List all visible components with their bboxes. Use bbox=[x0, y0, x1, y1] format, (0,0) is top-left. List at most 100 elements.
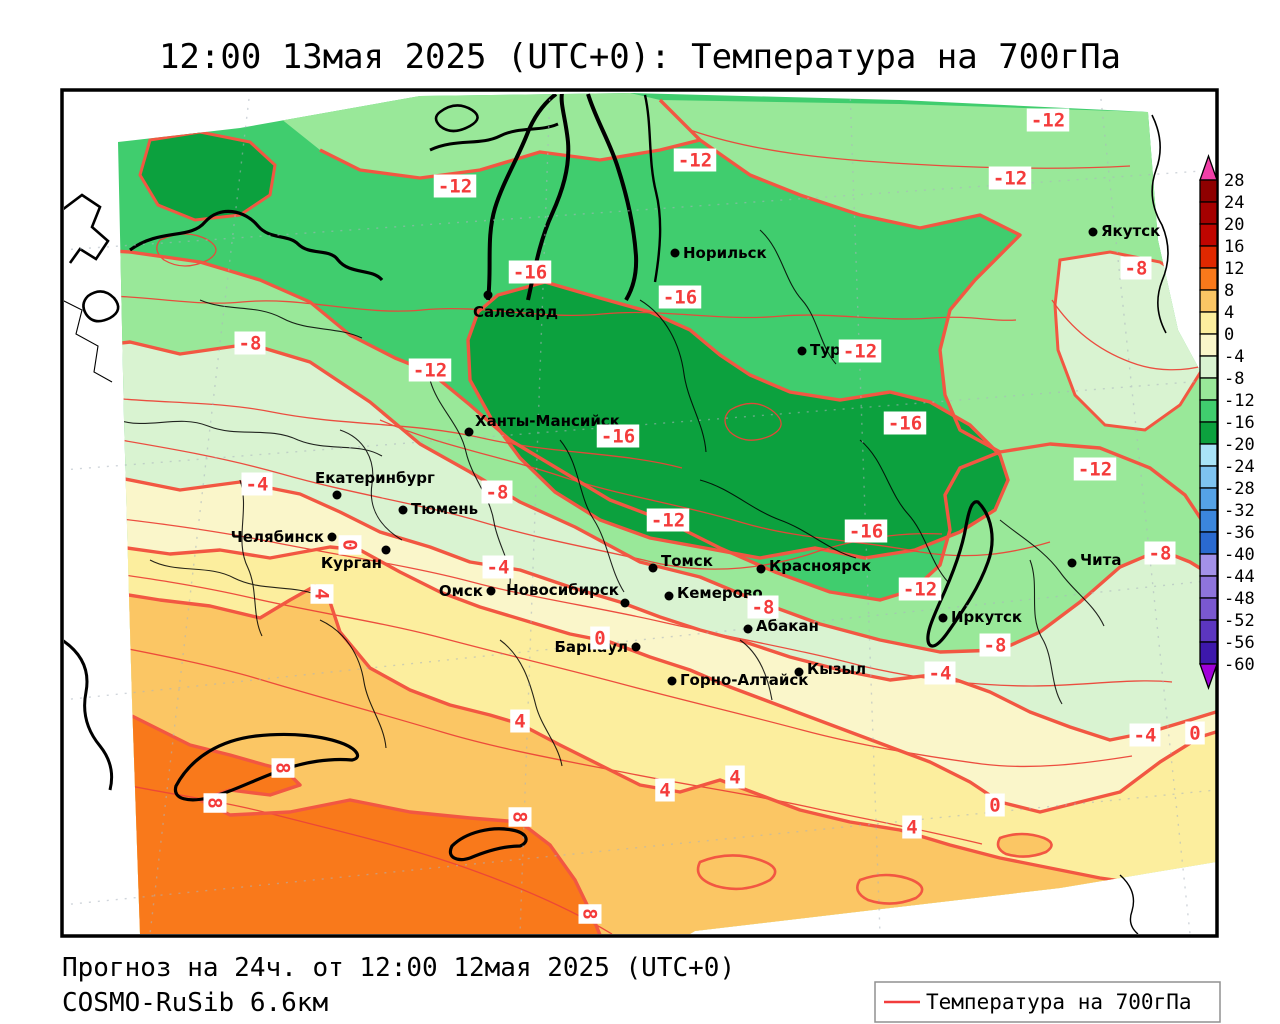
colorbar-segment bbox=[1199, 641, 1218, 665]
city-label: Салехард bbox=[473, 303, 558, 321]
colorbar-tick-label: -56 bbox=[1224, 633, 1255, 653]
colorbar-segment bbox=[1199, 421, 1218, 445]
colorbar-segment bbox=[1199, 355, 1218, 379]
svg-text:8: 8 bbox=[579, 908, 601, 919]
city-label: Челябинск bbox=[231, 528, 324, 546]
city-marker bbox=[1088, 227, 1098, 237]
colorbar-tick-label: -16 bbox=[1224, 413, 1255, 433]
colorbar-tick-label: -32 bbox=[1224, 501, 1255, 521]
colorbar-tick-label: -40 bbox=[1224, 545, 1255, 565]
svg-text:-12: -12 bbox=[651, 510, 685, 532]
contour-label: -16 bbox=[658, 285, 702, 309]
city-marker bbox=[667, 676, 677, 686]
city-marker bbox=[1067, 558, 1077, 568]
colorbar-arrow-bottom bbox=[1199, 663, 1218, 690]
thin-contours bbox=[118, 129, 1211, 934]
contour-label: -4 bbox=[924, 661, 956, 685]
svg-text:-8: -8 bbox=[984, 635, 1007, 657]
colorbar-segment bbox=[1199, 245, 1218, 269]
contour-label: 4 bbox=[310, 584, 334, 604]
warm-island bbox=[996, 832, 1053, 858]
svg-text:0: 0 bbox=[594, 628, 605, 650]
city-marker bbox=[327, 532, 337, 542]
svg-text:-8: -8 bbox=[1125, 258, 1148, 280]
city-marker bbox=[620, 598, 630, 608]
svg-text:-4: -4 bbox=[929, 663, 952, 685]
temperature-field bbox=[118, 93, 1216, 934]
colorbar-tick-label: -8 bbox=[1224, 369, 1244, 389]
svg-text:-8: -8 bbox=[1149, 543, 1172, 565]
svg-text:4: 4 bbox=[659, 780, 670, 802]
contour-label: -8 bbox=[1144, 541, 1176, 565]
contour-label: -12 bbox=[838, 339, 882, 363]
svg-text:0: 0 bbox=[1189, 723, 1200, 745]
svg-text:4: 4 bbox=[311, 588, 333, 599]
city-label: Новосибирск bbox=[506, 581, 619, 599]
colorbar-tick-label: 16 bbox=[1224, 237, 1244, 257]
colorbar-segment bbox=[1199, 531, 1218, 555]
contour-label: 8 bbox=[271, 758, 295, 778]
colorbar-tick-label: 4 bbox=[1224, 303, 1234, 323]
contour-label: -4 bbox=[241, 472, 273, 496]
city-label: Якутск bbox=[1101, 222, 1160, 240]
contour-label: -4 bbox=[482, 555, 514, 579]
city-marker bbox=[797, 346, 807, 356]
city-markers: НорильскСалехардЯкутскТураХанты-Мансийск… bbox=[231, 222, 1161, 689]
city-label: Норильск bbox=[683, 244, 767, 262]
colorbar-tick-label: 20 bbox=[1224, 215, 1244, 235]
svg-text:-12: -12 bbox=[993, 168, 1027, 190]
city-label: Омск bbox=[439, 582, 483, 600]
city-marker bbox=[486, 586, 496, 596]
city-label: Кызыл bbox=[807, 660, 866, 678]
city-label: Горно-Алтайск bbox=[680, 671, 809, 689]
svg-text:-12: -12 bbox=[843, 341, 877, 363]
contour-label: 0 bbox=[985, 793, 1005, 817]
contour-label: -8 bbox=[1120, 256, 1152, 280]
colorbar-tick-label: -44 bbox=[1224, 567, 1255, 587]
svg-text:-16: -16 bbox=[601, 426, 635, 448]
legend-label: Температура на 700гПа bbox=[926, 990, 1192, 1014]
colorbar-segment bbox=[1199, 443, 1218, 467]
contour-label: -8 bbox=[979, 633, 1011, 657]
city-label: Красноярск bbox=[769, 557, 871, 575]
colorbar-segment bbox=[1199, 553, 1218, 577]
svg-text:4: 4 bbox=[729, 767, 740, 789]
contour-label: -12 bbox=[408, 358, 452, 382]
contour-label: 8 bbox=[578, 904, 602, 924]
contour-label: -12 bbox=[1026, 108, 1070, 132]
contour-label: -16 bbox=[883, 411, 927, 435]
colorbar-tick-label: -60 bbox=[1224, 655, 1255, 675]
city-marker bbox=[743, 624, 753, 634]
svg-text:-16: -16 bbox=[888, 413, 922, 435]
map-title: 12:00 13мая 2025 (UTC+0): Температура на… bbox=[159, 37, 1121, 77]
city-marker bbox=[381, 545, 391, 555]
city-label: Иркутск bbox=[951, 608, 1022, 626]
svg-text:0: 0 bbox=[989, 795, 1000, 817]
contour-label: -8 bbox=[481, 480, 513, 504]
svg-text:8: 8 bbox=[204, 797, 226, 808]
contour-label: 4 bbox=[655, 778, 675, 802]
svg-text:-12: -12 bbox=[678, 150, 712, 172]
city-label: Томск bbox=[661, 552, 713, 570]
city-marker bbox=[332, 490, 342, 500]
city-label: Чита bbox=[1080, 551, 1121, 569]
svg-text:-4: -4 bbox=[246, 474, 269, 496]
colorbar-segment bbox=[1199, 509, 1218, 533]
contour-label: -12 bbox=[988, 166, 1032, 190]
colorbar-segment bbox=[1199, 575, 1218, 599]
contour-label: 4 bbox=[902, 815, 922, 839]
contour-label: -12 bbox=[646, 508, 690, 532]
contour-label: 0 bbox=[338, 535, 362, 555]
contour-label: -16 bbox=[596, 424, 640, 448]
city-label: Тюмень bbox=[411, 500, 478, 518]
svg-text:-12: -12 bbox=[413, 360, 447, 382]
city-label: Абакан bbox=[756, 617, 819, 635]
legend-box bbox=[874, 981, 1221, 1023]
city-marker bbox=[464, 427, 474, 437]
colorbar-tick-label: -48 bbox=[1224, 589, 1255, 609]
contour-label: 4 bbox=[725, 765, 745, 789]
colorbar-tick-label: 12 bbox=[1224, 259, 1244, 279]
contour-label: -16 bbox=[508, 260, 552, 284]
